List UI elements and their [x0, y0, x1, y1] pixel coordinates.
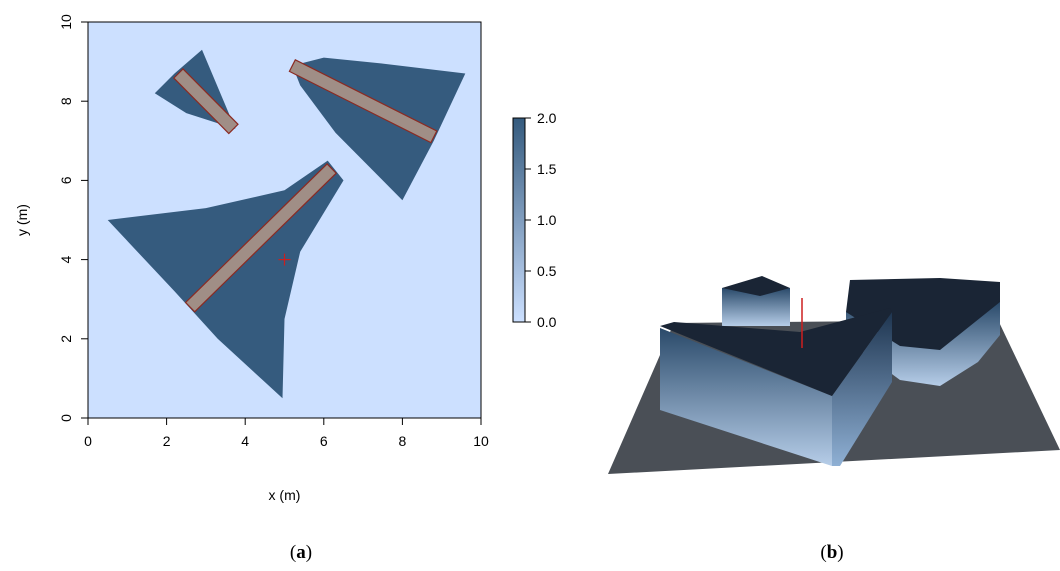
obstacle-bar-2	[288, 58, 438, 144]
heatmap-figure: 0 2 4 6 8 10 0 2 4 6 8 10 x (m) y (m) 0.0 0.5 1.0 1.5 2.0	[14, 14, 557, 503]
y-tick-label: 0	[58, 414, 74, 422]
x-tick-label: 0	[84, 433, 92, 449]
x-tick-label: 2	[163, 433, 171, 449]
y-tick-label: 10	[58, 14, 74, 30]
obstacle-bar-1	[172, 68, 239, 135]
plot-frame	[87, 21, 482, 419]
plot-area	[88, 22, 481, 418]
x-tick-label: 10	[473, 433, 489, 449]
colorbar: 0.0 0.5 1.0 1.5 2.0	[512, 110, 557, 330]
x-tick-label: 6	[320, 433, 328, 449]
colorbar-tick-label: 0.0	[537, 314, 557, 330]
colorbar-tick-label: 1.0	[537, 212, 557, 228]
colorbar-tick-label: 1.5	[537, 161, 557, 177]
y-axis-label: y (m)	[14, 204, 30, 236]
block-front-top	[660, 308, 892, 396]
y-tick-label: 8	[58, 97, 74, 105]
y-tick-label: 2	[58, 335, 74, 343]
x-axis-label: x (m)	[269, 487, 301, 503]
y-tick-label: 4	[58, 255, 74, 263]
axes: 0 2 4 6 8 10 0 2 4 6 8 10 x (m) y (m)	[14, 14, 489, 503]
obstacle-bar-3	[184, 163, 338, 313]
x-tick-label: 4	[241, 433, 249, 449]
block-left-wall	[722, 288, 790, 326]
colorbar-tick-label: 0.5	[537, 263, 557, 279]
caption-b: (b)	[820, 542, 844, 563]
y-tick-label: 6	[58, 176, 74, 184]
block-front-side	[832, 312, 892, 466]
caption-a: (a)	[289, 542, 313, 563]
surface-3d-figure	[608, 276, 1060, 474]
block-front-wall	[660, 328, 832, 466]
colorbar-gradient	[512, 117, 526, 323]
block-left-top	[722, 276, 790, 296]
x-tick-label: 8	[399, 433, 407, 449]
colorbar-tick-label: 2.0	[537, 110, 557, 126]
